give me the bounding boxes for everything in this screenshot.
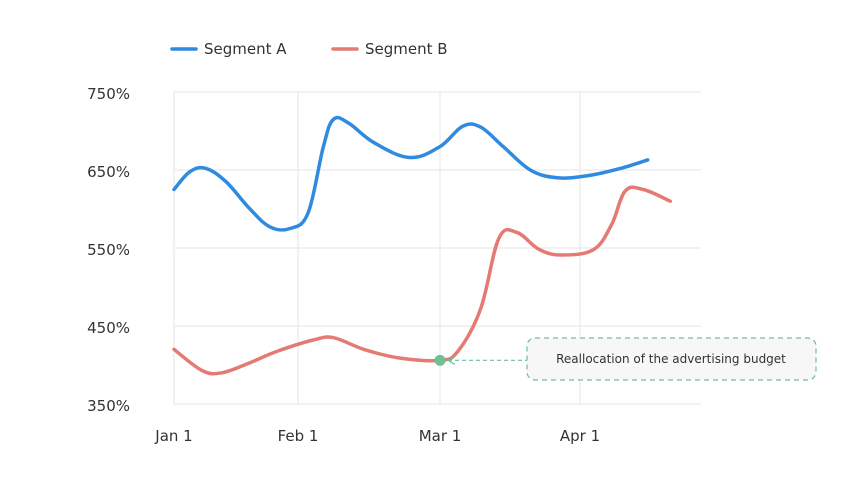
x-axis: Jan 1 Feb 1 Mar 1 Apr 1 — [154, 427, 600, 445]
annotation-marker — [434, 354, 446, 366]
annotation: Reallocation of the advertising budget — [434, 337, 817, 381]
y-tick-label: 750% — [87, 85, 130, 103]
series-line-segment-a — [172, 115, 650, 232]
y-tick-label: 350% — [87, 397, 130, 415]
series-line-segment-b — [172, 185, 673, 376]
x-tick-label: Mar 1 — [419, 427, 462, 445]
annotation-arrowhead — [446, 355, 456, 365]
y-tick-label: 450% — [87, 319, 130, 337]
y-tick-label: 650% — [87, 163, 130, 181]
x-tick-label: Feb 1 — [278, 427, 319, 445]
annotation-text: Reallocation of the advertising budget — [556, 352, 786, 366]
annotation-box — [526, 337, 817, 381]
y-tick-label: 550% — [87, 241, 130, 259]
x-tick-label: Apr 1 — [560, 427, 600, 445]
legend-label-segment-a: Segment A — [204, 40, 287, 58]
legend-label-segment-b: Segment B — [365, 40, 448, 58]
y-axis: 750% 650% 550% 450% 350% — [87, 85, 130, 415]
series-layer — [172, 115, 673, 376]
grid-layer — [173, 91, 701, 405]
x-tick-label: Jan 1 — [154, 427, 192, 445]
legend: Segment A Segment B — [170, 40, 448, 58]
